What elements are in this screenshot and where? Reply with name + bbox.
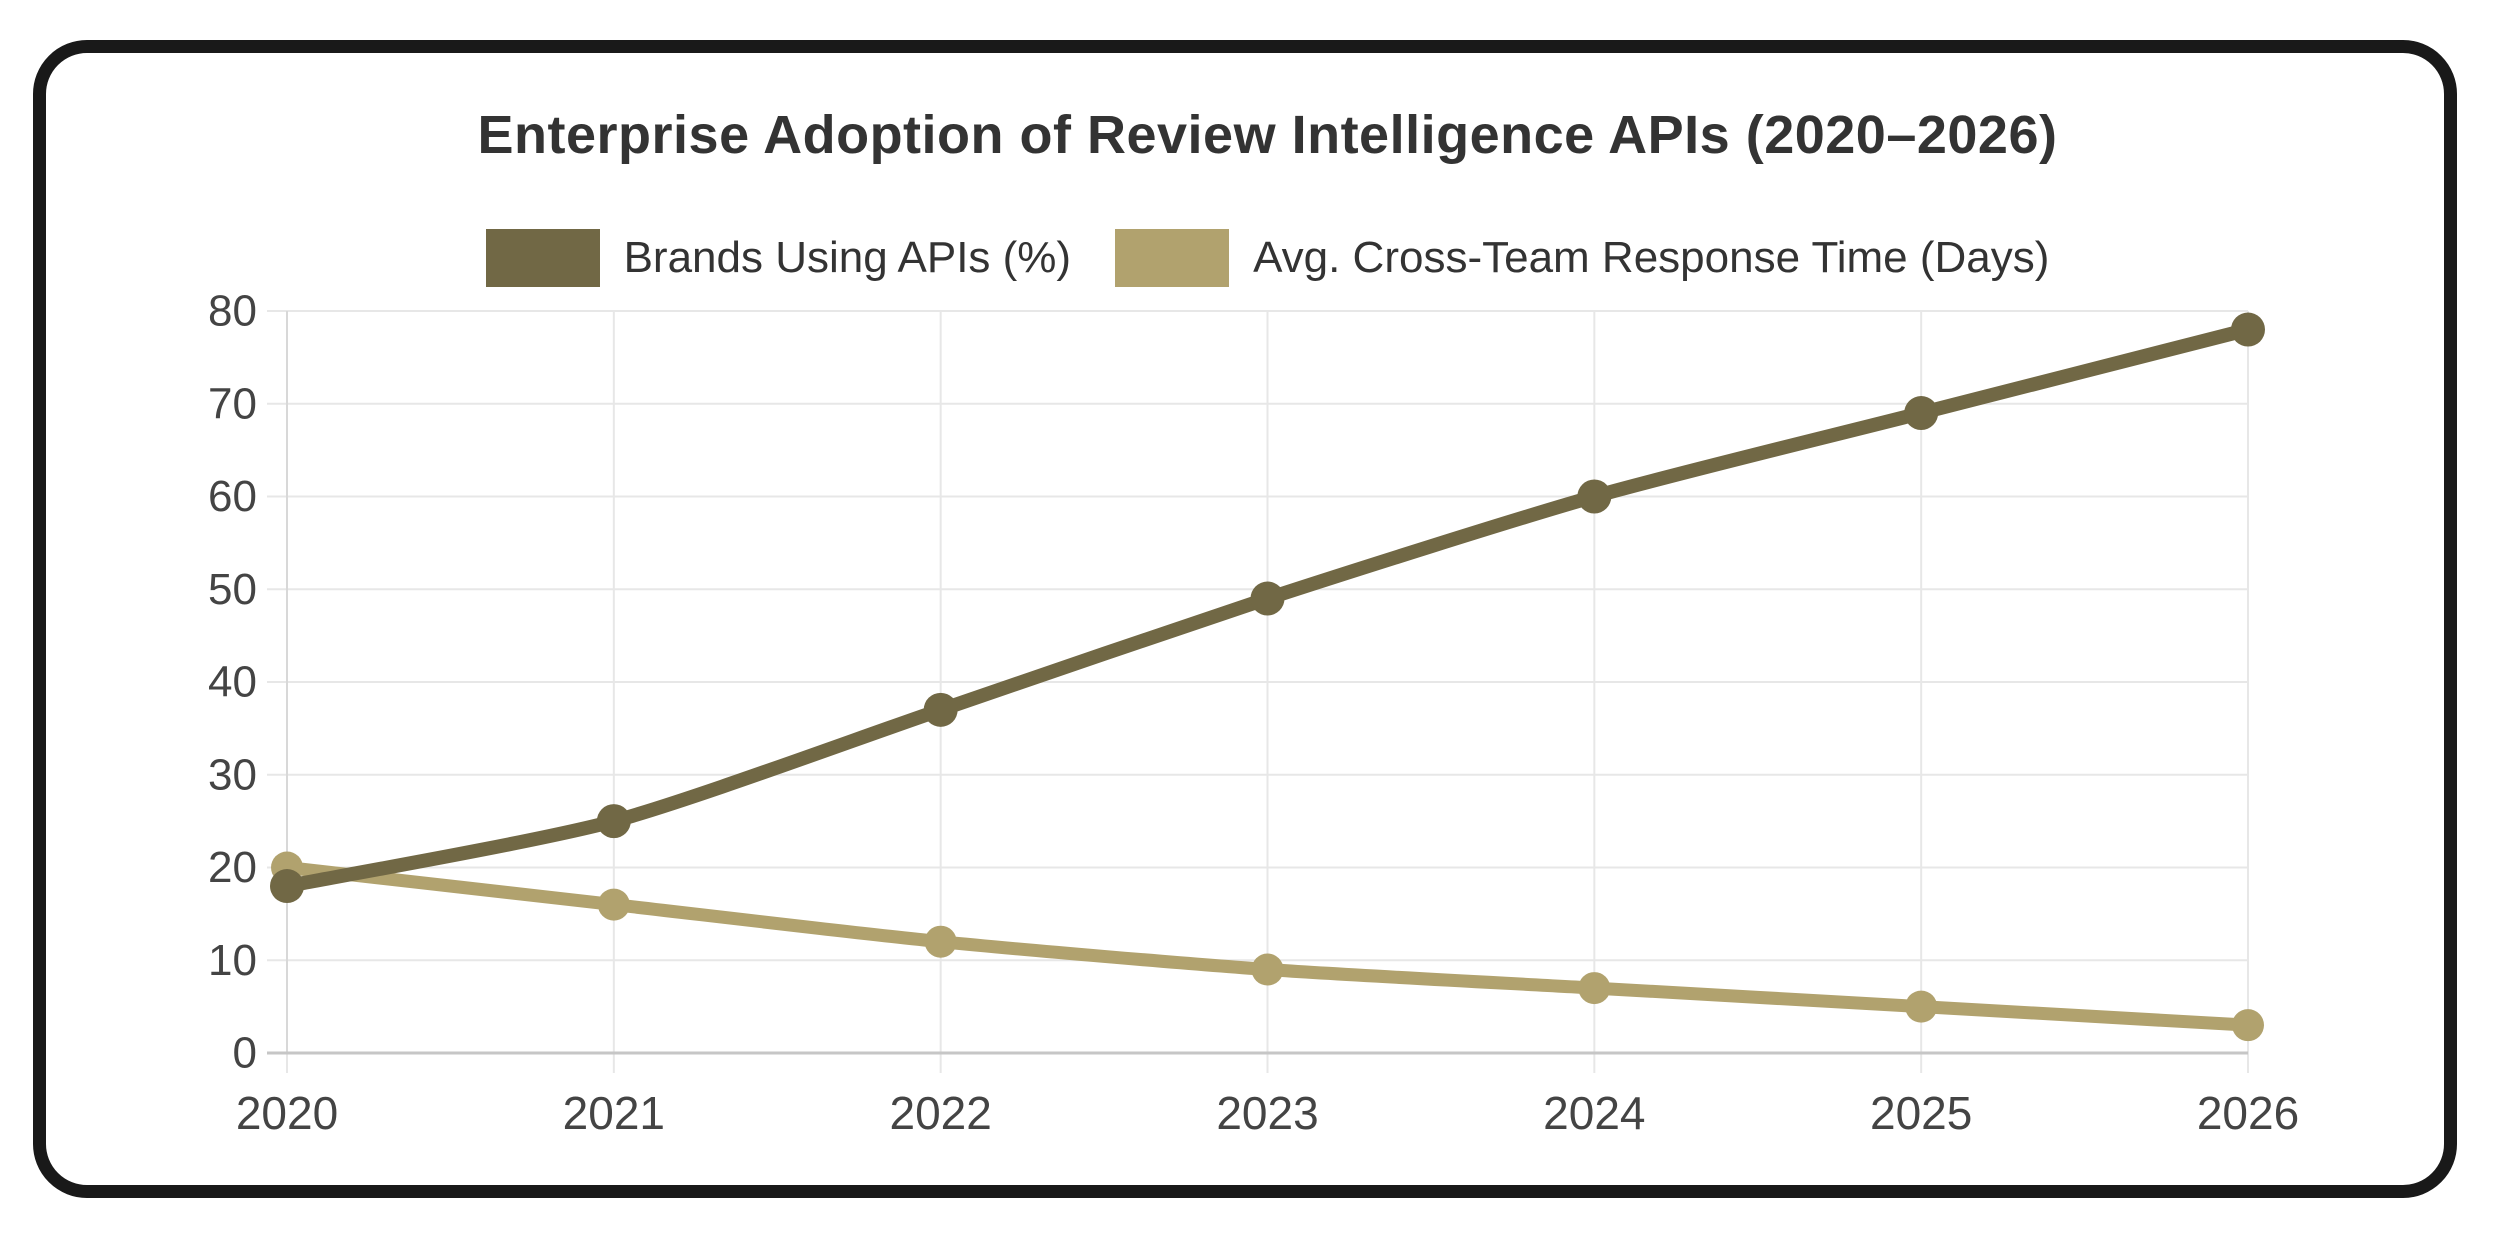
x-axis-tick-label: 2020 [236, 1087, 338, 1139]
data-point-series-0[interactable] [270, 869, 304, 904]
y-axis-tick-label: 10 [208, 936, 257, 985]
legend-item-brands-using-apis[interactable]: Brands Using APIs (%) [485, 229, 1072, 287]
data-point-series-0[interactable] [596, 804, 631, 839]
legend-label-response-time: Avg. Cross-Team Response Time (Days) [1253, 233, 2050, 282]
x-axis-tick-label: 2021 [563, 1087, 665, 1139]
data-point-series-1[interactable] [2232, 1009, 2264, 1042]
y-axis-tick-label: 40 [208, 658, 257, 707]
y-axis-tick-label: 80 [208, 287, 257, 336]
data-point-series-0[interactable] [923, 692, 958, 727]
legend-label-brands-using-apis: Brands Using APIs (%) [623, 233, 1072, 282]
y-axis-tick-label: 60 [208, 472, 257, 521]
data-point-series-1[interactable] [597, 888, 630, 921]
legend-swatch-brands-using-apis [485, 229, 600, 287]
data-point-series-0[interactable] [1904, 396, 1939, 431]
data-point-series-1[interactable] [1251, 953, 1284, 986]
legend-item-response-time[interactable]: Avg. Cross-Team Response Time (Days) [1115, 229, 2049, 287]
x-axis-tick-label: 2022 [889, 1087, 991, 1139]
chart-title: Enterprise Adoption of Review Intelligen… [477, 105, 2058, 165]
x-axis-tick-label: 2025 [1870, 1087, 1972, 1139]
x-axis-tick-label: 2023 [1216, 1087, 1318, 1139]
x-axis-tick-label: 2024 [1543, 1087, 1645, 1139]
data-point-series-1[interactable] [924, 925, 957, 958]
y-axis-tick-label: 20 [208, 843, 257, 892]
y-axis-tick-label: 70 [208, 379, 257, 428]
data-point-series-1[interactable] [1578, 972, 1611, 1005]
x-axis-tick-label: 2026 [2197, 1087, 2299, 1139]
y-axis-tick-label: 50 [208, 565, 257, 614]
data-point-series-0[interactable] [1250, 581, 1285, 616]
legend: Brands Using APIs (%) Avg. Cross-Team Re… [287, 228, 2248, 288]
y-axis-tick-label: 30 [208, 750, 257, 799]
data-point-series-0[interactable] [2231, 312, 2265, 347]
data-point-series-1[interactable] [1905, 990, 1938, 1023]
y-axis-tick-label: 0 [233, 1029, 257, 1078]
legend-swatch-response-time [1115, 229, 1230, 287]
data-point-series-0[interactable] [1577, 479, 1612, 514]
